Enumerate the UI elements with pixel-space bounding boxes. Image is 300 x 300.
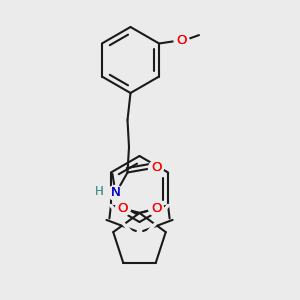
Text: H: H [94, 185, 103, 198]
Text: O: O [151, 161, 161, 175]
Circle shape [174, 33, 189, 48]
Text: O: O [176, 34, 187, 47]
Text: O: O [176, 34, 187, 47]
Circle shape [108, 185, 123, 200]
Circle shape [116, 201, 130, 216]
Text: O: O [151, 202, 161, 215]
Text: H: H [94, 185, 103, 198]
Text: N: N [111, 186, 120, 200]
Text: O: O [151, 202, 161, 215]
Text: N: N [111, 186, 120, 200]
Text: O: O [118, 202, 128, 215]
Text: O: O [151, 161, 161, 175]
Circle shape [148, 160, 164, 175]
Circle shape [148, 201, 164, 216]
Text: O: O [118, 202, 128, 215]
